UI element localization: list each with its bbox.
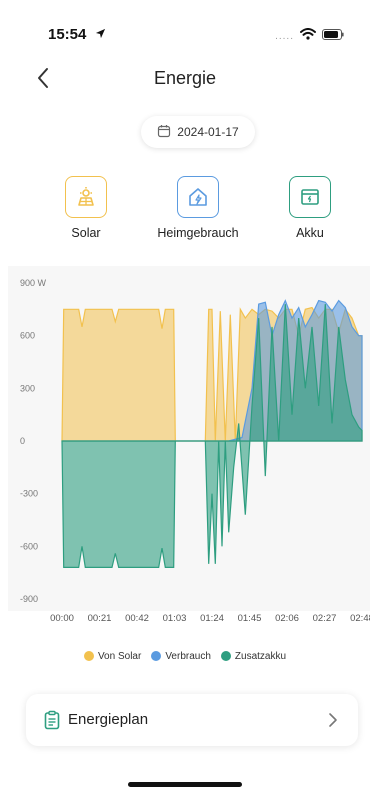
tab-akku-label: Akku: [296, 226, 324, 240]
back-button[interactable]: [30, 64, 58, 92]
home-icon: [189, 188, 207, 206]
x-tick-label: 00:42: [125, 613, 149, 624]
y-tick-label: -900: [20, 594, 38, 604]
battery-icon: [301, 189, 319, 205]
legend-label: Zusatzakku: [234, 650, 287, 662]
legend-dot-icon: [220, 651, 231, 661]
y-tick-label: 600: [20, 331, 35, 341]
chart-x-axis: 00:00 00:21 00:42 01:03 01:24 01:45 02:06 02:27…: [50, 613, 370, 624]
y-tick-label: -300: [20, 489, 38, 499]
y-tick-label: 0: [20, 436, 25, 446]
legend-item-von-solar[interactable]: Von Solar: [83, 648, 142, 664]
wifi-icon: [300, 27, 316, 45]
chart-y-axis: 900 W 600 300 0 -300 -600 -900: [20, 278, 47, 604]
chevron-left-icon: [38, 68, 48, 88]
legend-dot-icon: [83, 651, 94, 661]
status-time-text: 15:54: [48, 26, 87, 43]
page-title: Energie: [153, 68, 217, 88]
tab-solar[interactable]: Solar: [36, 176, 136, 240]
legend-item-verbrauch[interactable]: Verbrauch: [151, 648, 211, 664]
x-tick-label: 02:27: [313, 613, 337, 624]
tab-solar-box: [65, 176, 107, 218]
chart-series-group: [61, 299, 363, 568]
tab-akku[interactable]: Akku: [260, 176, 360, 240]
x-tick-label: 00:00: [50, 613, 74, 624]
header: Energie: [0, 56, 370, 102]
home-indicator[interactable]: [128, 782, 242, 787]
series-area-zusatzakku: [61, 304, 363, 568]
x-tick-label: 01:24: [200, 613, 224, 624]
status-icons: .....: [275, 27, 344, 45]
energy-tabs: Solar Heimgebrauch Akku: [0, 176, 370, 256]
solar-panel-icon: [78, 187, 94, 206]
calendar-icon: [157, 124, 171, 141]
y-tick-label: 300: [20, 383, 35, 393]
tab-akku-box: [289, 176, 331, 218]
energieplan-label: Energieplan: [68, 711, 149, 728]
x-tick-label: 02:06: [275, 613, 299, 624]
x-tick-label: 02:48: [350, 613, 370, 624]
x-tick-label: 01:03: [163, 613, 187, 624]
battery-status-icon: [322, 27, 344, 45]
legend-dot-icon: [151, 651, 162, 661]
tab-heimgebrauch[interactable]: Heimgebrauch: [148, 176, 248, 240]
tab-solar-label: Solar: [71, 226, 101, 240]
status-bar: 15:54 .....: [0, 0, 370, 56]
energy-chart-svg: 900 W 600 300 0 -300 -600 -900 00:00 00:21 00:42…: [8, 266, 370, 624]
x-tick-label: 01:45: [238, 613, 262, 624]
energieplan-card[interactable]: Energieplan: [26, 694, 358, 746]
energy-chart: 900 W 600 300 0 -300 -600 -900 00:00 00:21 00:42…: [0, 266, 370, 636]
x-tick-label: 00:21: [88, 613, 112, 624]
date-picker-button[interactable]: 2024-01-17: [141, 116, 255, 148]
status-time: 15:54: [48, 26, 106, 43]
signal-dots-icon: .....: [275, 30, 294, 42]
y-tick-label: 900 W: [20, 278, 47, 288]
date-text: 2024-01-17: [177, 125, 239, 139]
legend-item-zusatzakku[interactable]: Zusatzakku: [220, 648, 287, 664]
tab-heimgebrauch-box: [177, 176, 219, 218]
chart-legend: Von Solar Verbrauch Zusatzakku: [0, 648, 370, 664]
y-tick-label: -600: [20, 541, 38, 551]
location-arrow-icon: [95, 28, 106, 42]
legend-label: Von Solar: [97, 650, 142, 662]
tab-heimgebrauch-label: Heimgebrauch: [157, 226, 239, 240]
clipboard-icon: [42, 710, 62, 735]
chevron-right-icon: [324, 710, 342, 735]
legend-label: Verbrauch: [165, 650, 211, 662]
